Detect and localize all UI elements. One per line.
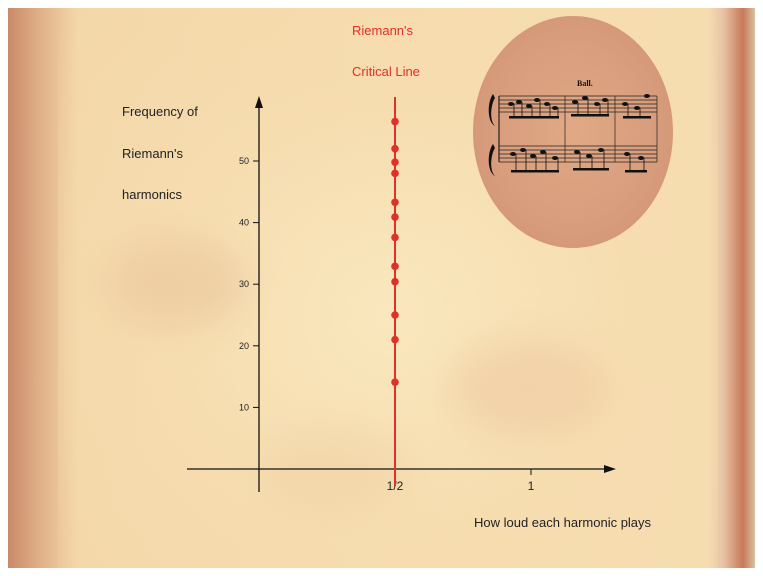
background-blob: [448, 338, 608, 438]
zeta-zero-point: [391, 144, 399, 153]
zeta-zero-point: [391, 311, 399, 319]
zeta-zero-point: [391, 378, 399, 386]
background-blob: [108, 238, 248, 328]
y-axis-label-line-1: Frequency of: [122, 104, 198, 119]
y-axis-label-line-2: Riemann's: [122, 146, 184, 161]
critical-line-label-line-1: Riemann's: [352, 23, 414, 38]
background-blob: [258, 428, 408, 518]
zeta-zero-point: [391, 169, 399, 178]
zeta-zero-point: [391, 117, 399, 126]
y-tick-label: 40: [239, 218, 249, 228]
x-axis-label: How loud each harmonic plays: [474, 515, 652, 530]
zeta-zero-point: [391, 158, 399, 167]
critical-line-label-line-2: Critical Line: [352, 64, 420, 79]
sheet-music-icon: Ball.: [488, 79, 658, 176]
sheet-music-marking: Ball.: [577, 79, 593, 88]
zeta-zero-point: [391, 233, 399, 242]
y-tick-label: 50: [239, 156, 249, 166]
zeta-zero-point: [391, 335, 399, 344]
y-tick-label: 20: [239, 341, 249, 351]
zeta-zero-point: [391, 277, 399, 286]
zeta-zero-point: [391, 213, 399, 221]
sheet-music-inset: Ball.: [473, 16, 673, 248]
x-tick-label: 1: [528, 479, 535, 493]
y-tick-label: 10: [239, 402, 249, 412]
y-tick-label: 30: [239, 279, 249, 289]
x-axis-arrow: [604, 465, 616, 473]
y-axis-label-line-3: harmonics: [122, 187, 182, 202]
zeta-zero-point: [391, 198, 399, 207]
y-axis-arrow: [255, 96, 263, 108]
zeta-zero-point: [391, 262, 399, 271]
